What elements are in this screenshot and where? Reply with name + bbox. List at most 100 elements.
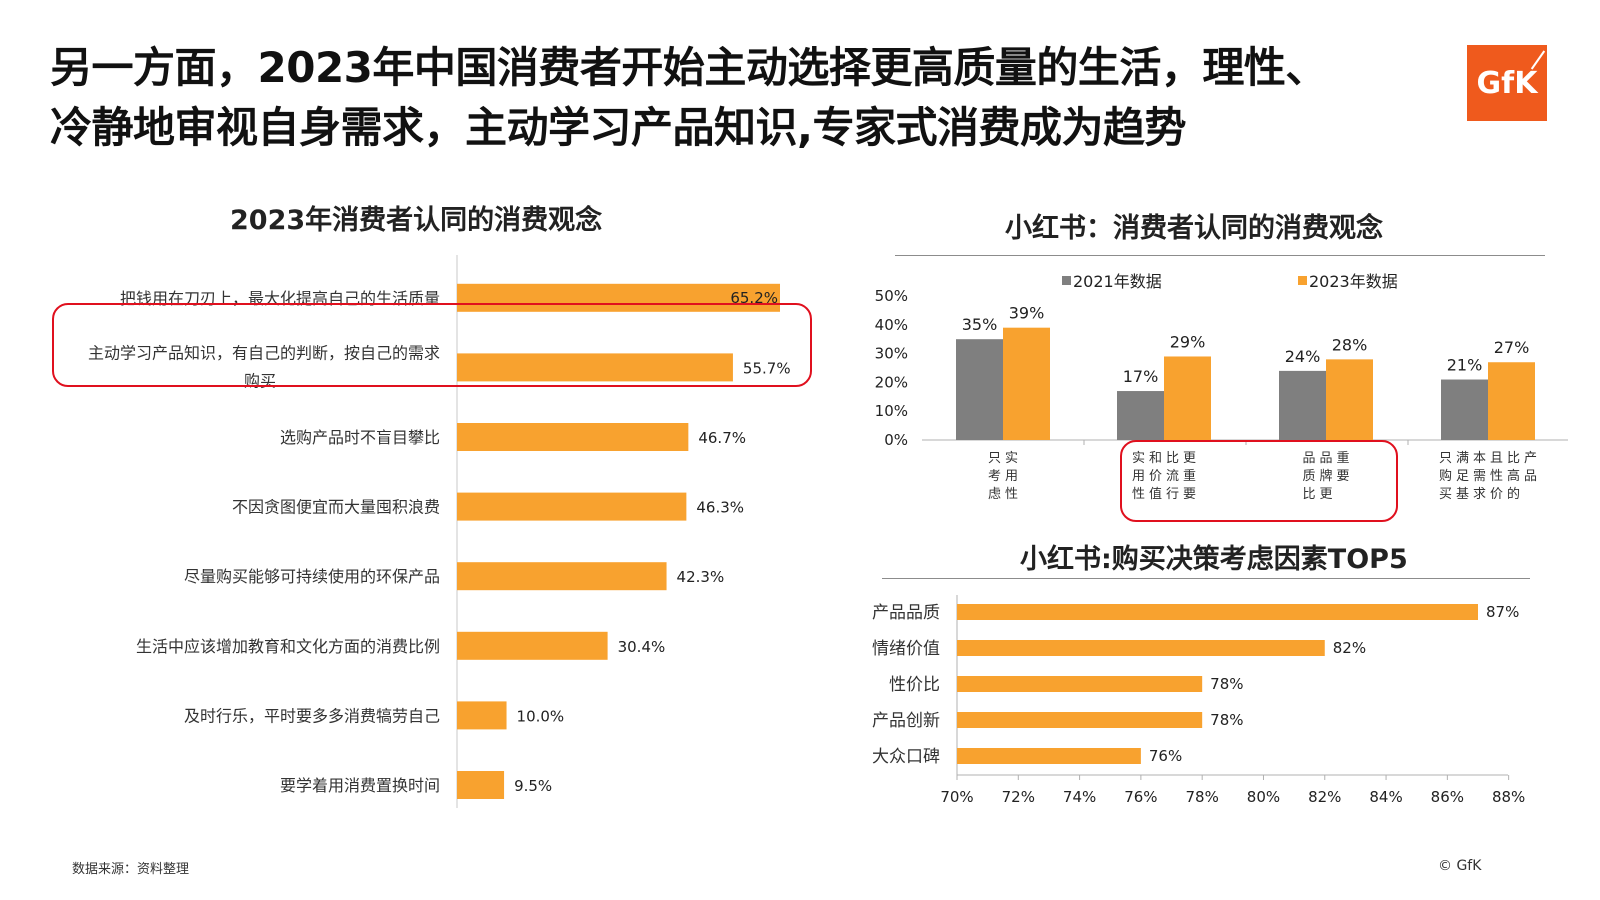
- left-chart-bar: [457, 353, 733, 382]
- left-chart-bar: [457, 701, 507, 730]
- xhs-category-label: 和价值: [1149, 451, 1162, 502]
- left-chart-category-label: 主动学习产品知识，有自己的判断，按自己的需求: [88, 343, 440, 362]
- xhs-category-label: 只考虑: [988, 451, 1001, 502]
- left-chart-value-label: 10.0%: [517, 707, 565, 725]
- xhs-value-label: 28%: [1332, 335, 1368, 354]
- left-chart-category-label: 生活中应该增加教育和文化方面的消费比例: [136, 637, 440, 656]
- xhs-bar: [1326, 359, 1373, 440]
- top5-bar: [957, 676, 1203, 692]
- left-chart-value-label: 9.5%: [514, 777, 552, 795]
- top5-title-divider: [882, 578, 1530, 579]
- top5-category-label: 产品品质: [872, 603, 940, 623]
- top5-value-label: 76%: [1149, 747, 1182, 765]
- top5-x-tick-label: 72%: [1002, 788, 1035, 806]
- xhs-bar: [1488, 362, 1535, 440]
- left-chart-category-label: 把钱用在刀刃上，最大化提高自己的生活质量: [120, 289, 440, 308]
- left-chart-category-label: 购买: [244, 371, 276, 390]
- top5-bar: [957, 604, 1478, 620]
- xhs-category-label: 产品: [1524, 451, 1537, 484]
- top5-bar: [957, 712, 1203, 728]
- left-chart-category-label: 要学着用消费置换时间: [280, 776, 440, 795]
- xhs-category-label: 更重要: [1183, 451, 1196, 502]
- xhs-bar: [956, 339, 1003, 440]
- xhs-bar: [1164, 356, 1211, 440]
- xhs-category-label: 实用性: [1005, 451, 1018, 502]
- top5-x-tick-label: 84%: [1369, 788, 1402, 806]
- top5-bar: [957, 748, 1141, 764]
- left-chart-bar: [457, 631, 608, 660]
- top5-category-label: 情绪价值: [872, 639, 940, 659]
- left-chart-category-label: 及时行乐，平时要多多消费犒劳自己: [184, 706, 440, 725]
- xhs-bar: [1003, 327, 1050, 440]
- top5-category-label: 产品创新: [872, 711, 940, 731]
- xhs-y-tick-label: 0%: [884, 431, 908, 449]
- xhs-y-tick-label: 40%: [875, 316, 908, 334]
- top5-value-label: 82%: [1333, 639, 1366, 657]
- xhs-value-label: 29%: [1170, 332, 1206, 351]
- left-chart-category-label: 尽量购买能够可持续使用的环保产品: [184, 567, 440, 586]
- top5-category-label: 性价比: [889, 675, 940, 695]
- xhs-legend-swatch: [1062, 276, 1071, 285]
- xhs-category-label: 重要: [1336, 450, 1349, 484]
- xhs-bar: [1117, 391, 1164, 440]
- left-chart-category-label: 不因贪图便宜而大量囤积浪费: [232, 498, 440, 517]
- left-chart-category-label: 选购产品时不盲目攀比: [280, 428, 440, 447]
- left-chart-value-label: 65.2%: [730, 289, 778, 307]
- page-title-line-2: 冷静地审视自身需求，主动学习产品知识,专家式消费成为趋势: [50, 103, 1186, 152]
- top5-chart-title: 小红书:购买决策考虑因素TOP5: [1020, 544, 1408, 575]
- top5-x-tick-label: 76%: [1124, 788, 1157, 806]
- xhs-category-label: 满足基: [1456, 451, 1469, 502]
- top5-value-label: 78%: [1210, 711, 1243, 729]
- top5-x-tick-label: 70%: [940, 788, 973, 806]
- top5-x-tick-label: 82%: [1308, 788, 1341, 806]
- xhs-y-tick-label: 20%: [875, 373, 908, 391]
- xhs-category-label: 本需求: [1473, 451, 1486, 502]
- left-chart-title: 2023年消费者认同的消费观念: [230, 205, 603, 236]
- left-chart-value-label: 55.7%: [743, 359, 791, 377]
- page-title-line-1: 另一方面，2023年中国消费者开始主动选择更高质量的生活，理性、: [50, 43, 1327, 92]
- xhs-value-label: 21%: [1447, 356, 1483, 375]
- xhs-category-label: 品牌更: [1319, 451, 1332, 502]
- top5-category-label: 大众口碑: [872, 747, 940, 767]
- xhs-value-label: 27%: [1494, 338, 1530, 357]
- left-chart-bar: [457, 423, 689, 451]
- top5-bar: [957, 640, 1325, 656]
- xhs-value-label: 24%: [1285, 347, 1321, 366]
- xhs-y-tick-label: 10%: [875, 402, 908, 420]
- xhs-value-label: 17%: [1123, 367, 1159, 386]
- xhs-value-label: 35%: [962, 315, 998, 334]
- left-chart-bar: [457, 562, 667, 591]
- xhs-category-label: 品质比: [1302, 451, 1315, 502]
- left-chart-value-label: 46.3%: [696, 499, 744, 517]
- top5-value-label: 87%: [1486, 603, 1519, 621]
- left-chart-value-label: 42.3%: [677, 568, 725, 586]
- xhs-y-tick-label: 50%: [875, 287, 908, 305]
- xhs-y-tick-label: 30%: [875, 345, 908, 363]
- xhs-legend-swatch: [1298, 276, 1307, 285]
- xhs-legend-label: 2021年数据: [1073, 272, 1162, 291]
- top5-x-tick-label: 80%: [1247, 788, 1280, 806]
- left-chart-value-label: 46.7%: [698, 429, 746, 447]
- left-chart-bar: [457, 492, 687, 521]
- top5-value-label: 78%: [1210, 675, 1243, 693]
- xhs-category-label: 实用性: [1132, 451, 1145, 502]
- left-chart-bar: [457, 771, 505, 799]
- xhs-category-label: 只购买: [1439, 451, 1452, 502]
- xhs-category-label: 比流行: [1166, 451, 1179, 502]
- top5-x-tick-label: 78%: [1186, 788, 1219, 806]
- xhs-title-divider: [895, 255, 1545, 256]
- data-source-note: 数据来源：资料整理: [72, 862, 190, 877]
- xhs-category-label: 且性价: [1490, 451, 1503, 502]
- gfk-logo: GfK: [1467, 45, 1547, 121]
- xhs-bar: [1441, 379, 1488, 440]
- xhs-category-label: 比高的: [1507, 451, 1520, 502]
- left-chart-bar: [457, 283, 780, 312]
- top5-x-tick-label: 74%: [1063, 788, 1096, 806]
- xhs-value-label: 39%: [1009, 304, 1045, 323]
- left-chart-value-label: 30.4%: [618, 638, 666, 656]
- copyright: © GfK: [1438, 858, 1482, 874]
- page-title: 另一方面，2023年中国消费者开始主动选择更高质量的生活，理性、 冷静地审视自身…: [50, 38, 1470, 158]
- top5-x-tick-label: 86%: [1431, 788, 1464, 806]
- xhs-chart-title: 小红书：消费者认同的消费观念: [1005, 213, 1383, 244]
